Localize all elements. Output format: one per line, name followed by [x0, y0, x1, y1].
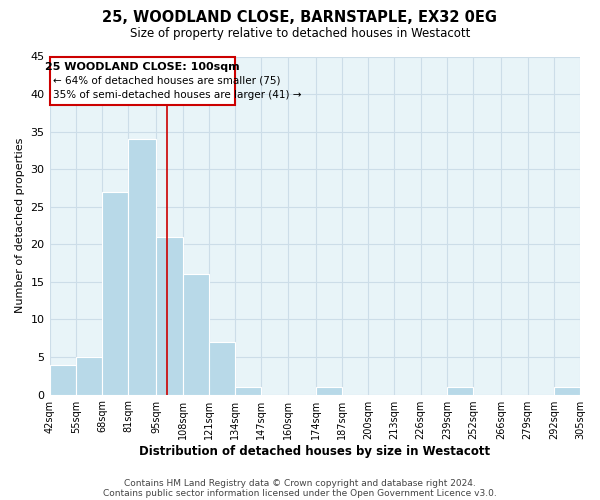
Text: Contains HM Land Registry data © Crown copyright and database right 2024.: Contains HM Land Registry data © Crown c… [124, 478, 476, 488]
Bar [157, 237, 182, 394]
Bar [209, 342, 235, 394]
Text: 25, WOODLAND CLOSE, BARNSTAPLE, EX32 0EG: 25, WOODLAND CLOSE, BARNSTAPLE, EX32 0EG [103, 10, 497, 25]
FancyBboxPatch shape [50, 56, 235, 106]
Text: 35% of semi-detached houses are larger (41) →: 35% of semi-detached houses are larger (… [53, 90, 301, 100]
Bar [102, 192, 128, 394]
Bar [128, 139, 157, 394]
Bar [76, 357, 102, 395]
Bar [50, 364, 76, 394]
Text: Size of property relative to detached houses in Westacott: Size of property relative to detached ho… [130, 28, 470, 40]
Text: ← 64% of detached houses are smaller (75): ← 64% of detached houses are smaller (75… [53, 76, 280, 86]
Y-axis label: Number of detached properties: Number of detached properties [15, 138, 25, 313]
Bar [182, 274, 209, 394]
X-axis label: Distribution of detached houses by size in Westacott: Distribution of detached houses by size … [139, 444, 490, 458]
Bar [447, 387, 473, 394]
Bar [235, 387, 262, 394]
Bar [554, 387, 580, 394]
Bar [316, 387, 342, 394]
Text: Contains public sector information licensed under the Open Government Licence v3: Contains public sector information licen… [103, 488, 497, 498]
Text: 25 WOODLAND CLOSE: 100sqm: 25 WOODLAND CLOSE: 100sqm [45, 62, 239, 72]
